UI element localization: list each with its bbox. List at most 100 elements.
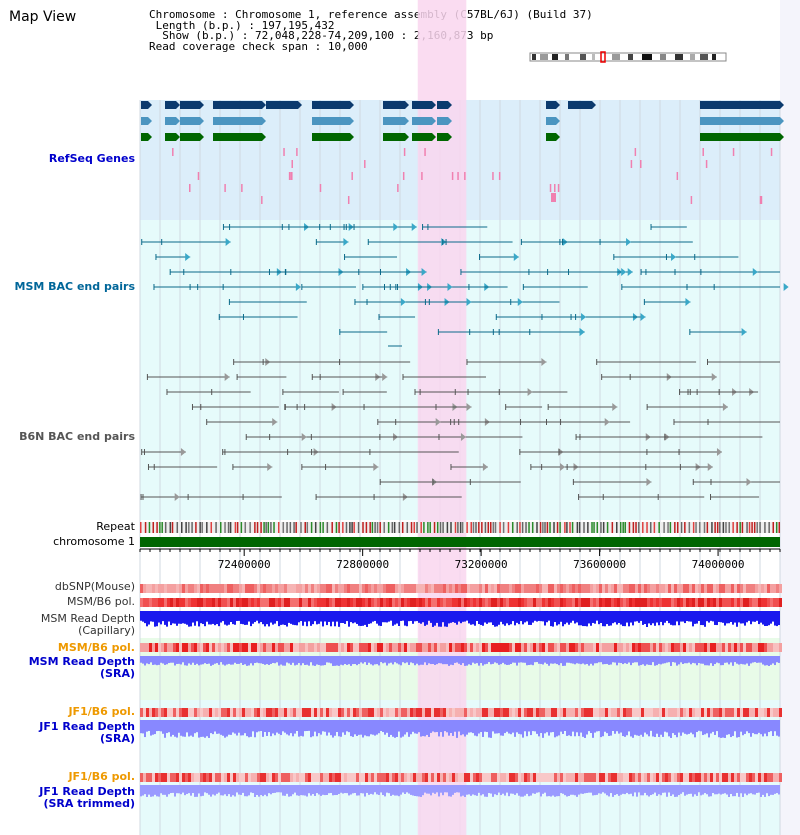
depth-bar — [758, 611, 760, 625]
refseq-tick — [172, 148, 174, 156]
track-label-jf1-depth-trimmed[interactable]: JF1 Read Depth (SRA trimmed) — [39, 785, 135, 810]
heat-cell — [761, 708, 764, 717]
repeat-element — [472, 522, 475, 533]
depth-bar — [184, 656, 186, 666]
depth-bar — [704, 720, 706, 735]
depth-bar — [594, 611, 596, 624]
depth-bar — [514, 656, 516, 663]
heat-cell — [518, 708, 521, 717]
repeat-element — [379, 522, 381, 533]
gene-model — [141, 101, 148, 109]
depth-bar — [158, 656, 160, 665]
heat-cell — [713, 708, 716, 717]
depth-bar — [736, 785, 738, 793]
heat-cell — [377, 584, 380, 593]
depth-bar — [684, 785, 686, 796]
depth-bar — [282, 611, 284, 625]
track-label-msm-depth-capillary[interactable]: MSM Read Depth (Capillary) — [40, 612, 135, 637]
depth-bar — [478, 611, 480, 625]
depth-bar — [468, 656, 470, 665]
page-title: Map View — [9, 9, 77, 25]
track-label-jf1-depth-sra[interactable]: JF1 Read Depth (SRA) — [39, 720, 135, 745]
heat-cell — [218, 598, 221, 607]
depth-bar — [214, 720, 216, 732]
gene-model — [700, 117, 780, 125]
heat-cell — [626, 708, 629, 717]
track-label-msm-b6-pol-sra[interactable]: MSM/B6 pol. — [57, 641, 135, 654]
heat-cell — [431, 584, 434, 593]
track-label-msm-b6-pol[interactable]: MSM/B6 pol. — [67, 595, 135, 608]
heat-cell — [440, 708, 443, 717]
heat-cell — [371, 708, 374, 717]
heat-cell — [704, 643, 707, 652]
heat-cell — [539, 708, 542, 717]
depth-bar — [508, 720, 510, 734]
depth-bar — [290, 785, 292, 797]
depth-bar — [396, 611, 398, 624]
track-label-repeat[interactable]: Repeat — [96, 520, 135, 533]
repeat-element — [725, 522, 727, 533]
depth-bar — [334, 611, 336, 627]
depth-bar — [222, 611, 224, 622]
depth-bar — [658, 785, 660, 795]
heat-cell — [173, 584, 176, 593]
heat-cell — [758, 584, 761, 593]
heat-cell — [212, 708, 215, 717]
jf1-b6-pol-track — [140, 708, 782, 717]
repeat-element — [716, 522, 719, 533]
heat-cell — [446, 643, 449, 652]
depth-bar — [490, 785, 492, 794]
depth-bar — [390, 785, 392, 796]
track-label-jf1-b6-pol[interactable]: JF1/B6 pol. — [68, 705, 135, 718]
track-label-msm-depth-sra[interactable]: MSM Read Depth (SRA) — [28, 655, 135, 680]
track-label-dbsnp[interactable]: dbSNP(Mouse) — [54, 580, 135, 593]
track-label-refseq[interactable]: RefSeq Genes — [48, 152, 135, 165]
depth-bar — [716, 720, 718, 732]
depth-bar — [386, 611, 388, 623]
track-label-chromosome[interactable]: chromosome 1 — [53, 535, 135, 548]
heat-cell — [143, 643, 146, 652]
bac-arrow — [343, 238, 349, 246]
heat-cell — [434, 643, 437, 652]
heat-cell — [410, 584, 413, 593]
depth-bar — [598, 656, 600, 663]
heat-cell — [746, 584, 749, 593]
heat-cell — [401, 773, 404, 782]
depth-bar — [272, 720, 274, 734]
bac-arrow — [185, 253, 191, 261]
heat-cell — [332, 598, 335, 607]
depth-bar — [708, 656, 710, 666]
depth-bar — [454, 656, 456, 663]
depth-bar — [278, 611, 280, 627]
heat-cell — [584, 708, 587, 717]
heat-cell — [698, 598, 701, 607]
depth-bar — [372, 656, 374, 666]
depth-bar — [220, 720, 222, 735]
depth-bar — [154, 656, 156, 665]
heat-cell — [665, 584, 668, 593]
heat-cell — [188, 643, 191, 652]
heat-cell — [614, 773, 617, 782]
heat-cell — [578, 643, 581, 652]
heat-cell — [365, 598, 368, 607]
repeat-element — [277, 522, 280, 533]
depth-bar — [560, 785, 562, 794]
heat-cell — [158, 708, 161, 717]
heat-cell — [779, 708, 782, 717]
depth-bar — [656, 720, 658, 734]
heat-cell — [713, 584, 716, 593]
heat-cell — [230, 708, 233, 717]
depth-bar — [772, 720, 774, 736]
depth-bar — [762, 611, 764, 625]
depth-bar — [740, 611, 742, 624]
track-label-jf1-b6-pol-trim[interactable]: JF1/B6 pol. — [68, 770, 135, 783]
track-label-msm-bac[interactable]: MSM BAC end pairs — [14, 280, 135, 293]
track-label-b6n-bac[interactable]: B6N BAC end pairs — [19, 430, 135, 443]
heat-cell — [326, 708, 329, 717]
depth-bar — [312, 720, 314, 737]
heat-cell — [572, 643, 575, 652]
repeat-element — [559, 522, 561, 533]
bac-arrow — [541, 358, 547, 366]
heat-cell — [203, 773, 206, 782]
